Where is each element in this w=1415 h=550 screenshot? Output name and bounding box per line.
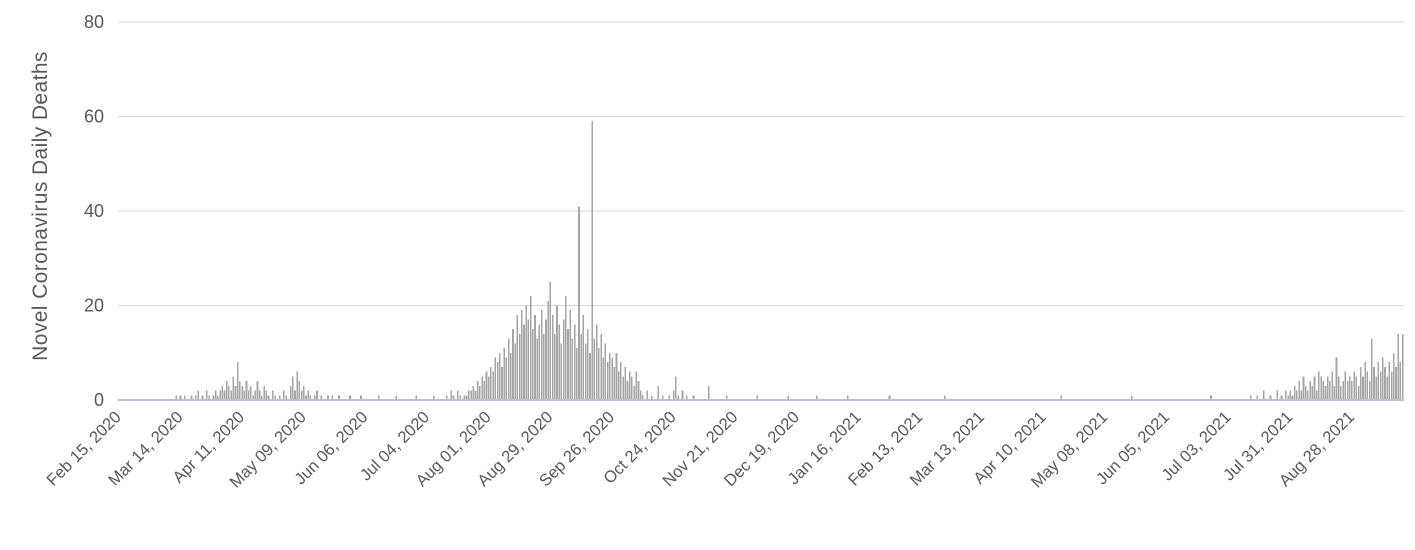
svg-text:20: 20 bbox=[84, 296, 104, 316]
y-tick-labels: 0 20 40 60 80 bbox=[84, 12, 104, 410]
bars bbox=[175, 121, 1404, 401]
gridlines bbox=[118, 21, 1404, 306]
svg-text:60: 60 bbox=[84, 107, 104, 127]
y-axis-title: Novel Coronavirus Daily Deaths bbox=[29, 51, 52, 361]
svg-text:0: 0 bbox=[94, 390, 104, 410]
svg-text:40: 40 bbox=[84, 201, 104, 221]
svg-text:80: 80 bbox=[84, 12, 104, 32]
